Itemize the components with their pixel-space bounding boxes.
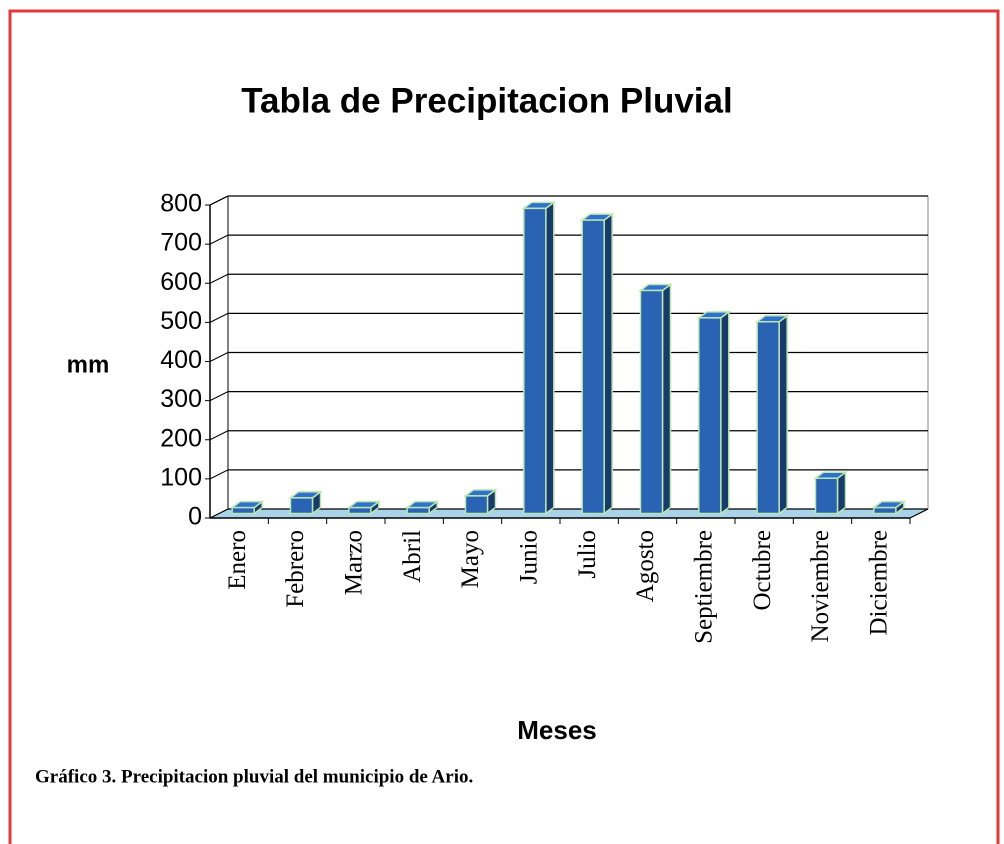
x-axis-label: Meses [517, 715, 597, 745]
frame-border [8, 9, 1000, 844]
grid-line [209, 469, 229, 480]
y-tick-label: 600 [160, 268, 202, 296]
grid-line [209, 430, 229, 441]
bar-front [639, 289, 664, 515]
bar-side [778, 314, 788, 515]
bar-front [464, 495, 489, 515]
bar [521, 200, 557, 515]
x-tick-label: Mayo [457, 530, 484, 588]
x-tick-label: Junio [516, 530, 543, 584]
bar-front [756, 321, 780, 515]
x-tick-label: Abril [399, 530, 426, 583]
bar [813, 470, 848, 515]
bar [579, 212, 615, 515]
bar-front [231, 506, 255, 515]
y-tick-label: 400 [160, 346, 202, 374]
bar-front [348, 506, 372, 515]
grid-line [209, 234, 229, 245]
bar-side [545, 200, 555, 515]
bar [754, 314, 790, 515]
y-tick-label: 200 [160, 424, 202, 452]
x-tick-label: Marzo [341, 530, 368, 595]
bar [404, 500, 440, 515]
x-axis [909, 508, 929, 519]
bar-front [523, 207, 547, 515]
chart-title: Tabla de Precipitacion Pluvial [241, 81, 732, 120]
x-tick-label: Octubre [749, 530, 776, 611]
bar-front [698, 317, 722, 515]
bar-side [720, 310, 730, 515]
y-tick-label: 800 [160, 190, 202, 218]
y-tick-label: 0 [188, 503, 202, 531]
x-tick-label: Agosto [632, 530, 659, 602]
bar [463, 488, 498, 515]
y-tick-label: 500 [160, 307, 202, 335]
x-tick-label: Febrero [282, 530, 309, 608]
grid-line [209, 508, 229, 519]
x-tick-label: Julio [574, 530, 601, 579]
bar [871, 500, 907, 515]
bar [229, 500, 265, 516]
bar-side [836, 470, 847, 515]
y-axis-label: mm [67, 351, 110, 378]
x-tick-label: Diciembre [866, 530, 893, 636]
y-tick-label: 700 [160, 229, 202, 257]
bar-front [814, 477, 839, 515]
bar-front [406, 506, 430, 515]
x-tick-label: Septiembre [691, 530, 718, 644]
grid-line [209, 391, 229, 402]
bar [696, 310, 732, 515]
bar [346, 500, 382, 515]
bar-front [581, 219, 605, 515]
bar [288, 490, 323, 515]
x-tick-label: Enero [224, 530, 251, 590]
grid-line [209, 352, 229, 362]
grid-line [209, 195, 229, 206]
bar-side [661, 282, 672, 515]
y-tick-label: 300 [160, 385, 202, 413]
grid-line [209, 273, 229, 284]
x-tick-label: Noviembre [807, 530, 834, 642]
y-tick-label: 100 [160, 463, 202, 491]
grid-line [209, 312, 229, 323]
bar-side [603, 212, 613, 515]
caption: Gráfico 3. Precipitacion pluvial del mun… [35, 766, 473, 787]
bar [638, 282, 673, 515]
bar-front [289, 497, 314, 515]
bar-front [873, 506, 897, 515]
